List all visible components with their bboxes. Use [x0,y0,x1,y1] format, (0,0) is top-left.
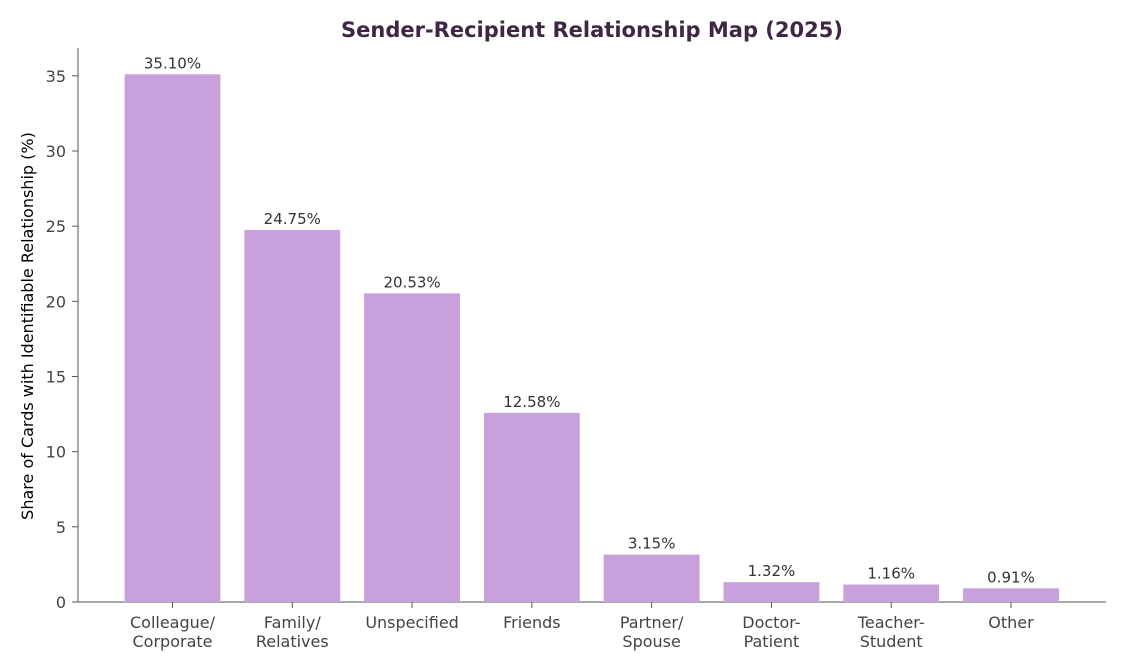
x-tick-label: Unspecified [365,613,459,632]
x-tick-label-line: Colleague/ [130,613,216,632]
y-tick-label: 10 [46,443,66,462]
bar [483,412,580,602]
bar-value-label: 1.32% [748,562,796,580]
y-tick-label: 20 [46,292,66,311]
bar-value-label: 20.53% [383,273,440,291]
x-tick-label-line: Corporate [133,632,213,651]
y-tick-label: 35 [46,67,66,86]
y-axis: 0 5 10 15 20 25 30 35 [46,48,79,612]
bar-value-labels: 35.10% 24.75% 20.53% 12.58% 3.15% 1.32% 1.16% 0… [144,54,1035,586]
bar [963,588,1059,602]
x-tick-label-line: Patient [744,632,800,651]
bar [124,74,221,602]
bar [603,554,700,602]
x-tick-label: Family/Relatives [256,613,329,651]
x-tick-label-line: Relatives [256,632,329,651]
bar [843,584,940,602]
x-tick-label-line: Unspecified [365,613,459,632]
x-tick-label-line: Doctor- [742,613,800,632]
x-tick-label: Other [988,613,1034,632]
y-tick-label: 25 [46,217,66,236]
x-axis: Colleague/Corporate Family/Relatives Unspe… [78,601,1106,651]
chart-title: Sender-Recipient Relationship Map (2025) [341,18,843,42]
bar-series [124,74,1059,602]
bar-value-label: 3.15% [628,535,676,553]
bar [364,293,460,602]
y-tick-label: 15 [46,367,66,386]
x-tick-label: Partner/Spouse [620,613,684,651]
bar [244,229,341,602]
y-tick-label: 0 [56,593,66,612]
y-axis-label: Share of Cards with Identifiable Relatio… [18,132,37,520]
x-tick-label-line: Teacher- [857,613,925,632]
bar [723,582,820,602]
x-tick-label-line: Friends [503,613,561,632]
bar-value-label: 35.10% [144,54,201,72]
y-tick-label: 5 [56,518,66,537]
y-tick-label: 30 [46,142,66,161]
bar-value-label: 24.75% [264,210,321,228]
x-tick-label: Teacher-Student [857,613,925,651]
x-tick-label-line: Student [860,632,923,651]
x-tick-label-line: Other [988,613,1034,632]
bar-value-label: 0.91% [987,568,1035,586]
x-tick-label: Colleague/Corporate [130,613,216,651]
x-tick-label-line: Partner/ [620,613,684,632]
x-tick-label-line: Family/ [264,613,321,632]
x-tick-label: Doctor-Patient [742,613,800,651]
bar-value-label: 12.58% [503,393,560,411]
x-tick-label: Friends [503,613,561,632]
bar-value-label: 1.16% [867,565,915,583]
x-tick-label-line: Spouse [622,632,680,651]
